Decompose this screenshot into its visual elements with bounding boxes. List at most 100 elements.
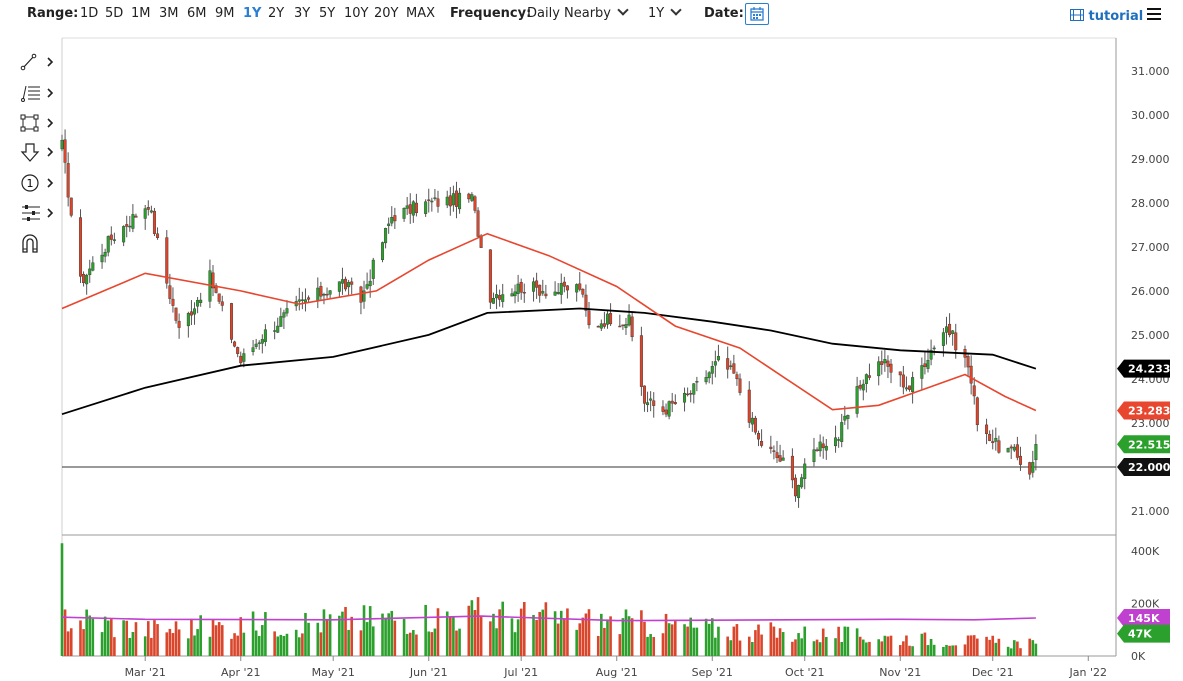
candle	[908, 385, 912, 392]
candle-body-up	[445, 196, 449, 206]
fib-tool-icon	[21, 85, 54, 102]
range-2y-button[interactable]: 2Y	[268, 6, 285, 21]
candle	[436, 190, 440, 213]
menu-icon[interactable]	[1147, 8, 1161, 20]
candle-body-up	[855, 386, 859, 414]
y-tick-label: 31.000	[1131, 65, 1170, 78]
volume-bar	[670, 624, 674, 656]
candle-body-up	[424, 201, 428, 214]
candle-body-down	[985, 424, 989, 435]
candle	[729, 360, 733, 370]
candle	[821, 436, 825, 459]
range-10y-button[interactable]: 10Y	[344, 6, 369, 21]
volume-bar	[214, 625, 218, 656]
volume-bar	[683, 624, 686, 656]
candle-body-up	[143, 208, 147, 219]
date-picker-button[interactable]	[745, 3, 769, 25]
y-tick-label: 29.000	[1131, 153, 1170, 166]
candle	[889, 358, 893, 384]
magnet-tool-button[interactable]	[18, 231, 58, 255]
candle	[824, 438, 828, 460]
volume-bar	[350, 616, 353, 656]
candle	[91, 256, 95, 272]
range-20y-button[interactable]: 20Y	[374, 6, 399, 21]
candle	[803, 458, 807, 490]
volume-bar	[134, 622, 138, 656]
candle	[649, 391, 653, 412]
last-volume-tag: 47K	[1117, 624, 1170, 643]
candle	[66, 152, 70, 207]
range-5y-button[interactable]: 5Y	[319, 6, 336, 21]
line-tool-button[interactable]	[18, 50, 58, 74]
candle	[125, 215, 129, 238]
volume-bar	[689, 617, 693, 656]
candle	[948, 313, 952, 338]
rectangle-tool-button[interactable]	[18, 111, 58, 135]
candle	[408, 193, 412, 224]
range-9m-button[interactable]: 9M	[215, 6, 235, 21]
range-1d-button[interactable]: 1D	[80, 6, 99, 21]
candle-body-up	[877, 361, 881, 377]
ma-long-value-tag-text: 24.233	[1128, 363, 1170, 376]
candle	[559, 273, 563, 304]
candle	[473, 195, 477, 214]
candle-body-down	[562, 281, 566, 287]
candle-body-up	[695, 381, 699, 383]
candle	[1006, 447, 1010, 453]
candle-body-up	[704, 377, 708, 383]
candle	[994, 427, 998, 451]
candle	[683, 387, 687, 412]
volume-bar	[661, 633, 665, 656]
candle	[904, 376, 908, 392]
volume-bar	[285, 633, 289, 656]
volume-bar	[751, 642, 754, 656]
candle	[621, 324, 625, 330]
range-6m-button[interactable]: 6M	[187, 6, 207, 21]
candle	[510, 288, 514, 297]
candle	[371, 257, 375, 285]
range-5d-button[interactable]: 5D	[105, 6, 124, 21]
candle-body-up	[276, 325, 280, 333]
volume-bar	[855, 628, 859, 656]
annotation-tool-button[interactable]: 1	[18, 171, 58, 195]
range-3m-button[interactable]: 3M	[159, 6, 179, 21]
candle-body-up	[911, 377, 915, 392]
volume-bar	[122, 620, 125, 656]
candle	[985, 418, 989, 445]
candle-body-up	[371, 259, 375, 279]
arrow-tool-button[interactable]	[18, 140, 58, 164]
volume-bar	[131, 631, 135, 656]
candle-body-down	[753, 417, 757, 433]
volume-bar	[781, 632, 785, 656]
volume-bar	[190, 618, 193, 656]
last-volume-tag-bg	[1117, 624, 1170, 643]
candle-body-up	[716, 355, 720, 361]
candle-body-down	[69, 197, 73, 216]
frequency-select[interactable]: Daily Nearby	[527, 4, 629, 21]
candle-body-up	[282, 312, 286, 318]
range-max-button[interactable]: MAX	[406, 6, 436, 21]
volume-bar	[692, 627, 696, 656]
candle-body-up	[365, 284, 369, 289]
volume-bar	[100, 632, 104, 656]
range-3y-button[interactable]: 3Y	[294, 6, 311, 21]
candle-body-down	[522, 291, 526, 294]
range-1y-button[interactable]: 1Y	[243, 6, 262, 21]
candle	[920, 357, 924, 391]
tutorial-link[interactable]: tutorial	[1070, 9, 1143, 24]
candle-body-up	[340, 279, 344, 284]
range-1m-button[interactable]: 1M	[131, 6, 151, 21]
candle	[565, 285, 569, 299]
volume-bar	[208, 636, 212, 656]
volume-bar	[538, 611, 541, 656]
candle	[134, 213, 138, 218]
period-select[interactable]: 1Y	[648, 4, 682, 21]
candle	[189, 300, 193, 326]
indicators-tool-button[interactable]	[18, 201, 58, 225]
candle	[670, 392, 674, 413]
fib-tool-button[interactable]	[18, 81, 58, 105]
candle	[254, 338, 258, 350]
candle-body-down	[307, 297, 311, 300]
candle-body-up	[88, 268, 92, 275]
